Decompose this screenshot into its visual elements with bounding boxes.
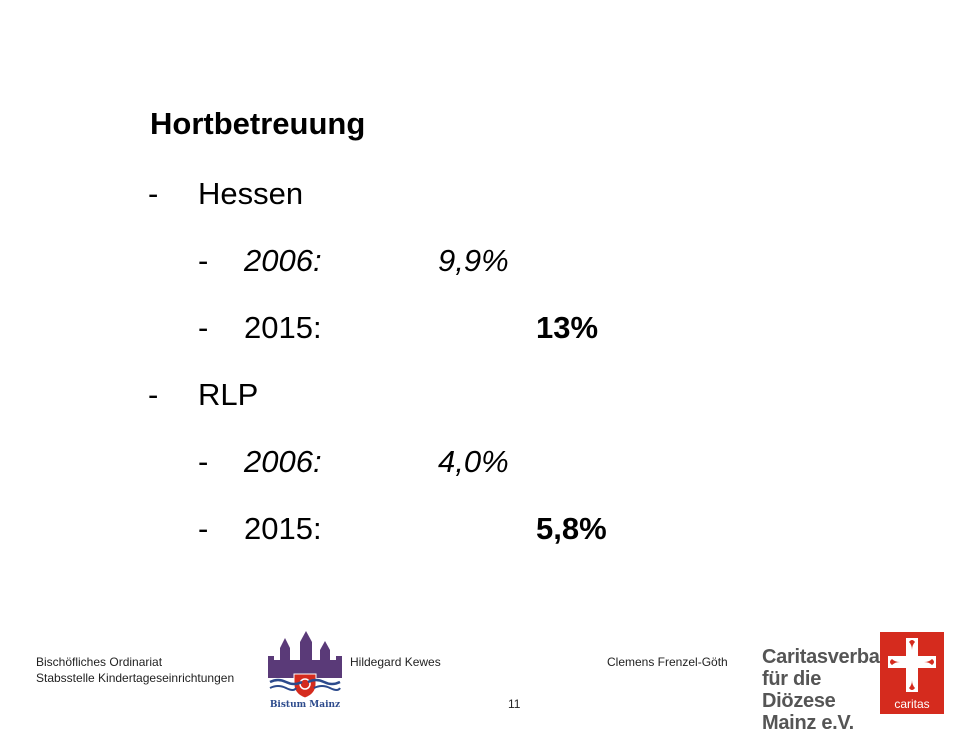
year-label: 2015: [244, 511, 322, 546]
percentage-value: 13% [536, 310, 599, 345]
bullet-dash: - [148, 377, 159, 412]
bullet-dash: - [198, 444, 209, 479]
bullet-dash: - [198, 310, 209, 345]
year-label: 2006: [244, 444, 322, 479]
year-label: 2006: [244, 243, 322, 278]
bistum-mainz-logo: Bistum Mainz [266, 630, 344, 715]
year-label: 2015: [244, 310, 322, 345]
org-department: Stabsstelle Kindertageseinrichtungen [36, 671, 235, 685]
footer-organization: Bischöfliches Ordinariat Stabsstelle Kin… [36, 654, 234, 686]
percentage-value: 4,0% [438, 444, 509, 479]
org-name: Bischöfliches Ordinariat [36, 655, 163, 669]
region-label-rlp: RLP [198, 377, 259, 412]
percentage-value: 5,8% [536, 511, 607, 546]
caritas-logo-text: caritas [894, 697, 929, 711]
presenter-name-1: Hildegard Kewes [350, 655, 441, 669]
caritas-org-name: Caritasverband für die Diözese Mainz e.V… [762, 646, 904, 734]
caritas-flame-cross-icon: caritas [880, 632, 944, 714]
bistum-label: Bistum Mainz [270, 700, 340, 710]
page-number: 11 [508, 697, 521, 711]
presenter-name-2: Clemens Frenzel-Göth [607, 655, 728, 669]
bullet-dash: - [198, 511, 209, 546]
caritas-logo: caritas [880, 632, 944, 719]
bistum-mainz-cathedral-icon: Bistum Mainz [268, 631, 342, 710]
bullet-dash: - [148, 176, 159, 211]
region-label-hessen: Hessen [198, 176, 304, 211]
percentage-value: 9,9% [438, 243, 509, 278]
slide-title: Hortbetreuung [150, 106, 366, 141]
bullet-dash: - [198, 243, 209, 278]
